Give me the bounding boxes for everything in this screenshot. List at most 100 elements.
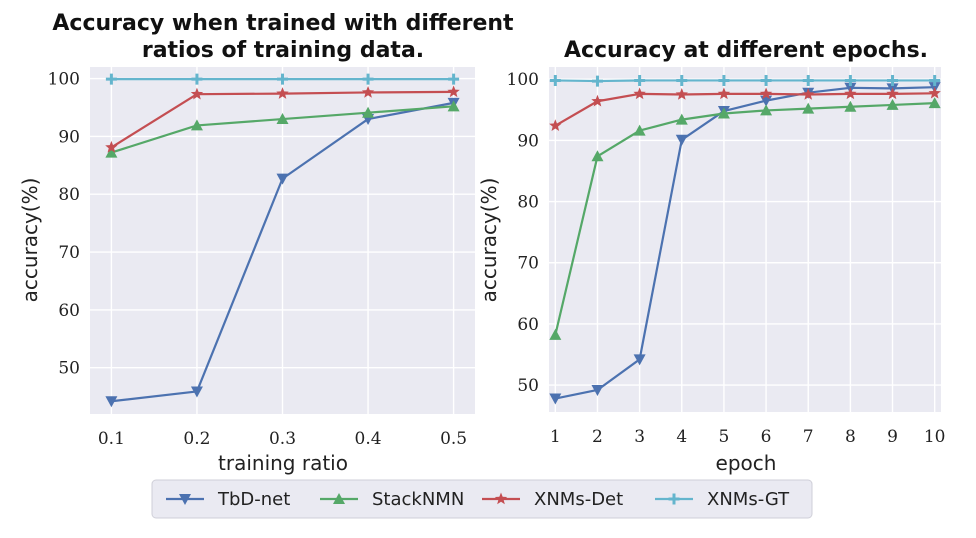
chart-2-line-tbd-net	[555, 86, 935, 400]
chart-1-point-xnms-gt	[448, 73, 460, 85]
chart-1-y-tick-label: 70	[58, 243, 80, 263]
chart-2-x-tick-label: 6	[761, 427, 772, 447]
chart-2-x-tick-label: 2	[592, 427, 603, 447]
chart-2-point-stacknmn	[717, 107, 730, 119]
chart-2-point-xnms-gt	[760, 74, 772, 86]
chart-1-x-tick-label: 0.5	[440, 429, 467, 449]
chart-1-point-xnms-gt	[105, 73, 117, 85]
chart-1-x-tick-label: 0.2	[183, 429, 210, 449]
chart-1-point-tbd-net	[105, 396, 118, 408]
chart-1-point-xnms-gt	[191, 73, 203, 85]
chart-1-y-tick-label: 90	[58, 127, 80, 147]
chart-2-point-tbd-net	[633, 354, 646, 366]
chart-2-point-xnms-det	[928, 86, 941, 99]
chart-2-point-xnms-gt	[718, 74, 730, 86]
chart-2-point-xnms-det	[591, 94, 604, 107]
legend-label-tbd-net: TbD-net	[217, 489, 290, 510]
chart-2-x-tick-label: 5	[719, 427, 730, 447]
chart-2-point-xnms-gt	[887, 74, 899, 86]
chart-2-point-xnms-gt	[802, 74, 814, 86]
chart-1-x-tick-label: 0.4	[355, 429, 382, 449]
legend-marker-tbd-net	[179, 494, 191, 505]
chart-1-title-line-1: Accuracy when trained with different	[52, 11, 514, 36]
chart-2-y-axis-label: accuracy(%)	[477, 178, 501, 303]
chart-2-line-xnms-gt	[555, 79, 935, 83]
chart-2-line-xnms-det	[554, 92, 935, 127]
chart-2-point-xnms-det	[549, 119, 562, 131]
chart-2-x-tick-label: 3	[634, 427, 645, 447]
chart-2-point-xnms-gt	[676, 74, 688, 86]
chart-2-point-stacknmn	[760, 104, 773, 116]
chart-2-point-stacknmn	[928, 97, 941, 109]
chart-1-point-xnms-det	[276, 87, 289, 99]
chart-1-point-xnms-det	[105, 140, 118, 153]
chart-2-point-xnms-det	[886, 87, 899, 100]
chart-2-x-tick-label: 7	[803, 427, 814, 447]
chart-2-point-tbd-net	[675, 134, 688, 146]
chart-2-point-xnms-det	[633, 87, 646, 100]
chart-2-point-stacknmn	[633, 124, 646, 136]
chart-2-point-stacknmn	[549, 328, 562, 340]
chart-1-y-tick-label: 60	[58, 301, 80, 321]
chart-2-point-xnms-det	[844, 87, 857, 100]
chart-1-y-tick-label: 80	[58, 185, 80, 205]
chart-1-x-tick-label: 0.3	[269, 429, 296, 449]
chart-2-y-tick-label: 70	[517, 254, 539, 274]
chart-1-point-xnms-det	[447, 85, 460, 98]
chart-2-point-xnms-gt	[929, 74, 941, 86]
chart-1-point-xnms-det	[190, 87, 204, 100]
chart-2-point-xnms-det	[759, 87, 773, 100]
legend-label-stacknmn: StackNMN	[372, 489, 464, 510]
chart-2-y-tick-label: 80	[517, 193, 539, 213]
chart-2-point-stacknmn	[802, 102, 815, 114]
chart-1-y-tick-label: 100	[48, 70, 80, 90]
legend-marker-stacknmn	[333, 493, 345, 504]
chart-training-ratio: Accuracy when trained with different rat…	[18, 11, 514, 475]
chart-2-point-xnms-gt	[549, 74, 561, 86]
chart-1-y-ticks: 50 60 70 80 90 100	[48, 70, 80, 379]
chart-2-x-ticks: 1 2 3 4 5 6 7 8 9 10	[550, 427, 946, 447]
chart-2-y-tick-label: 60	[517, 315, 539, 335]
chart-2-point-xnms-gt	[591, 75, 603, 87]
chart-1-title-line-2: ratios of training data.	[142, 38, 424, 63]
legend: TbD-net StackNMN XNMs-Det XNMs-GT	[151, 479, 813, 519]
chart-2-point-xnms-gt	[844, 74, 856, 86]
chart-1-y-tick-label: 50	[58, 359, 80, 379]
chart-2-x-tick-label: 10	[924, 427, 946, 447]
chart-1-x-axis-label: training ratio	[218, 451, 348, 475]
chart-2-x-tick-label: 1	[550, 427, 561, 447]
legend-label-xnms-det: XNMs-Det	[534, 489, 623, 510]
chart-2-point-stacknmn	[675, 113, 688, 125]
chart-1-point-stacknmn	[276, 113, 289, 125]
chart-1-point-stacknmn	[362, 106, 375, 118]
legend-label-xnms-gt: XNMs-GT	[707, 489, 790, 510]
chart-2-x-tick-label: 4	[676, 427, 687, 447]
chart-2-point-stacknmn	[886, 98, 899, 110]
legend-marker-xnms-det	[494, 492, 508, 505]
chart-1-series	[105, 73, 460, 408]
chart-2-point-xnms-det	[675, 88, 688, 100]
chart-2-line-stacknmn	[554, 101, 935, 336]
chart-2-x-tick-label: 9	[887, 427, 898, 447]
chart-2-x-axis-label: epoch	[716, 451, 777, 475]
chart-2-point-xnms-gt	[634, 74, 646, 86]
chart-1-y-axis-label: accuracy(%)	[18, 178, 42, 303]
chart-1-point-stacknmn	[105, 146, 118, 158]
chart-2-plot-area	[549, 67, 941, 412]
chart-2-point-tbd-net	[591, 384, 604, 396]
chart-2-point-stacknmn	[844, 100, 857, 112]
chart-1-point-tbd-net	[190, 386, 203, 398]
chart-2-y-tick-label: 100	[507, 70, 539, 90]
chart-1-point-stacknmn	[447, 100, 460, 112]
chart-1-point-tbd-net	[276, 173, 289, 185]
chart-2-point-xnms-det	[802, 88, 815, 100]
chart-1-x-ticks: 0.1 0.2 0.3 0.4 0.5	[98, 429, 467, 449]
chart-1-point-xnms-det	[361, 85, 375, 98]
legend-marker-xnms-gt	[668, 493, 680, 505]
chart-1-point-stacknmn	[190, 119, 203, 131]
chart-2-y-tick-label: 90	[517, 131, 539, 151]
chart-2-y-ticks: 50 60 70 80 90 100	[507, 70, 539, 396]
chart-2-title: Accuracy at different epochs.	[564, 38, 928, 63]
chart-2-point-stacknmn	[591, 150, 604, 162]
